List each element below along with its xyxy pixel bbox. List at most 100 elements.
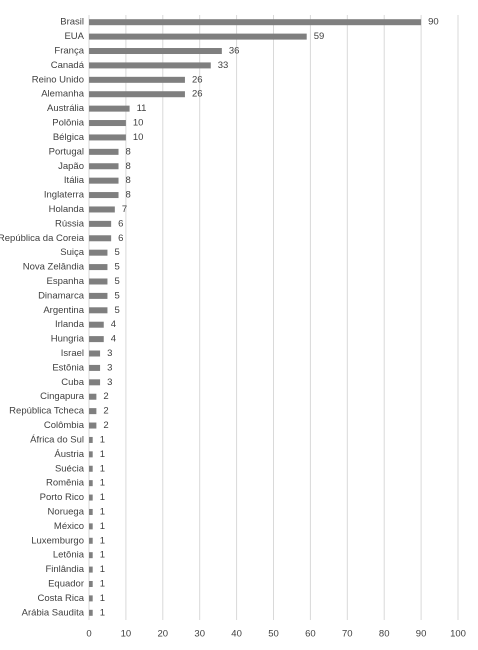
bar [89, 422, 97, 429]
bar [89, 62, 211, 69]
y-tick-label: Inglaterra [44, 190, 85, 201]
bar [89, 220, 112, 227]
y-tick-label: Suiça [60, 247, 84, 258]
bar [89, 595, 93, 602]
x-tick-label: 100 [450, 629, 466, 640]
bar [89, 364, 101, 371]
data-label: 6 [118, 218, 123, 229]
bar [89, 494, 93, 501]
data-label: 1 [100, 478, 105, 489]
data-label: 8 [126, 161, 131, 172]
y-tick-label: Reino Unido [32, 74, 84, 85]
data-label: 1 [100, 449, 105, 460]
y-tick-label: Polônia [52, 118, 84, 129]
data-label: 1 [100, 550, 105, 561]
data-label: 8 [126, 175, 131, 186]
bar [89, 163, 119, 170]
data-label: 59 [314, 31, 325, 42]
x-tick-label: 80 [379, 629, 390, 640]
bar [89, 206, 115, 213]
y-tick-label: Israel [61, 348, 84, 359]
y-tick-label: Holanda [49, 204, 85, 215]
bar [89, 91, 185, 98]
y-tick-label: Irlanda [55, 319, 85, 330]
y-tick-label: EUA [64, 31, 84, 42]
bar [89, 451, 93, 458]
bar [89, 19, 422, 26]
y-tick-label: Japão [58, 161, 84, 172]
data-label: 2 [103, 420, 108, 431]
data-label: 1 [100, 434, 105, 445]
data-label: 4 [111, 319, 116, 330]
y-tick-label: Romênia [46, 478, 85, 489]
y-tick-label: República Tcheca [9, 406, 85, 417]
data-label: 1 [100, 521, 105, 532]
bar [89, 508, 93, 515]
bar [89, 408, 97, 415]
y-tick-label: Brasil [60, 17, 84, 28]
data-label: 5 [114, 247, 119, 258]
y-tick-label: Finlândia [45, 564, 84, 575]
bar [89, 33, 307, 40]
y-tick-label: Costa Rica [38, 593, 85, 604]
bar [89, 177, 119, 184]
y-tick-label: Luxemburgo [31, 535, 84, 546]
y-tick-label: Nova Zelândia [23, 262, 85, 273]
data-label: 8 [126, 190, 131, 201]
x-tick-label: 0 [86, 629, 91, 640]
y-tick-label: França [54, 46, 84, 57]
y-tick-label: México [54, 521, 84, 532]
bar [89, 350, 101, 357]
y-tick-label: Suécia [55, 463, 85, 474]
data-label: 1 [100, 564, 105, 575]
data-label: 1 [100, 593, 105, 604]
bar [89, 393, 97, 400]
bar [89, 76, 185, 83]
data-label: 90 [428, 17, 439, 28]
data-label: 1 [100, 463, 105, 474]
y-tick-label: África do Sul [30, 434, 84, 445]
bar [89, 148, 119, 155]
data-label: 1 [100, 492, 105, 503]
data-label: 6 [118, 233, 123, 244]
y-tick-label: Áustria [54, 449, 84, 460]
y-tick-label: Colômbia [44, 420, 85, 431]
x-tick-label: 20 [158, 629, 169, 640]
data-label: 3 [107, 377, 112, 388]
y-tick-label: República da Coreia [0, 233, 85, 244]
x-tick-label: 70 [342, 629, 353, 640]
data-label: 5 [114, 276, 119, 287]
y-tick-label: Dinamarca [38, 290, 85, 301]
x-tick-label: 30 [194, 629, 205, 640]
data-label: 1 [100, 535, 105, 546]
y-tick-label: Austrália [47, 103, 85, 114]
bar [89, 321, 104, 328]
bar [89, 249, 108, 256]
bar [89, 292, 108, 299]
bar [89, 264, 108, 271]
y-tick-label: Hungria [51, 334, 85, 345]
bar [89, 537, 93, 544]
bar [89, 465, 93, 472]
y-tick-label: Canadá [51, 60, 85, 71]
data-label: 4 [111, 334, 116, 345]
x-tick-label: 40 [231, 629, 242, 640]
bar [89, 379, 101, 386]
y-tick-label: Porto Rico [40, 492, 84, 503]
y-tick-label: Alemanha [41, 89, 84, 100]
bar [89, 48, 222, 55]
y-tick-label: Arábia Saudita [22, 607, 85, 618]
x-tick-label: 50 [268, 629, 279, 640]
data-label: 2 [103, 406, 108, 417]
y-tick-label: Rússia [55, 218, 85, 229]
y-tick-label: Portugal [49, 146, 84, 157]
data-label: 26 [192, 74, 203, 85]
bar [89, 566, 93, 573]
data-label: 5 [114, 262, 119, 273]
bar [89, 480, 93, 487]
x-tick-label: 60 [305, 629, 316, 640]
bar [89, 307, 108, 314]
data-label: 10 [133, 118, 144, 129]
x-tick-label: 90 [416, 629, 427, 640]
y-tick-label: Estônia [52, 362, 84, 373]
